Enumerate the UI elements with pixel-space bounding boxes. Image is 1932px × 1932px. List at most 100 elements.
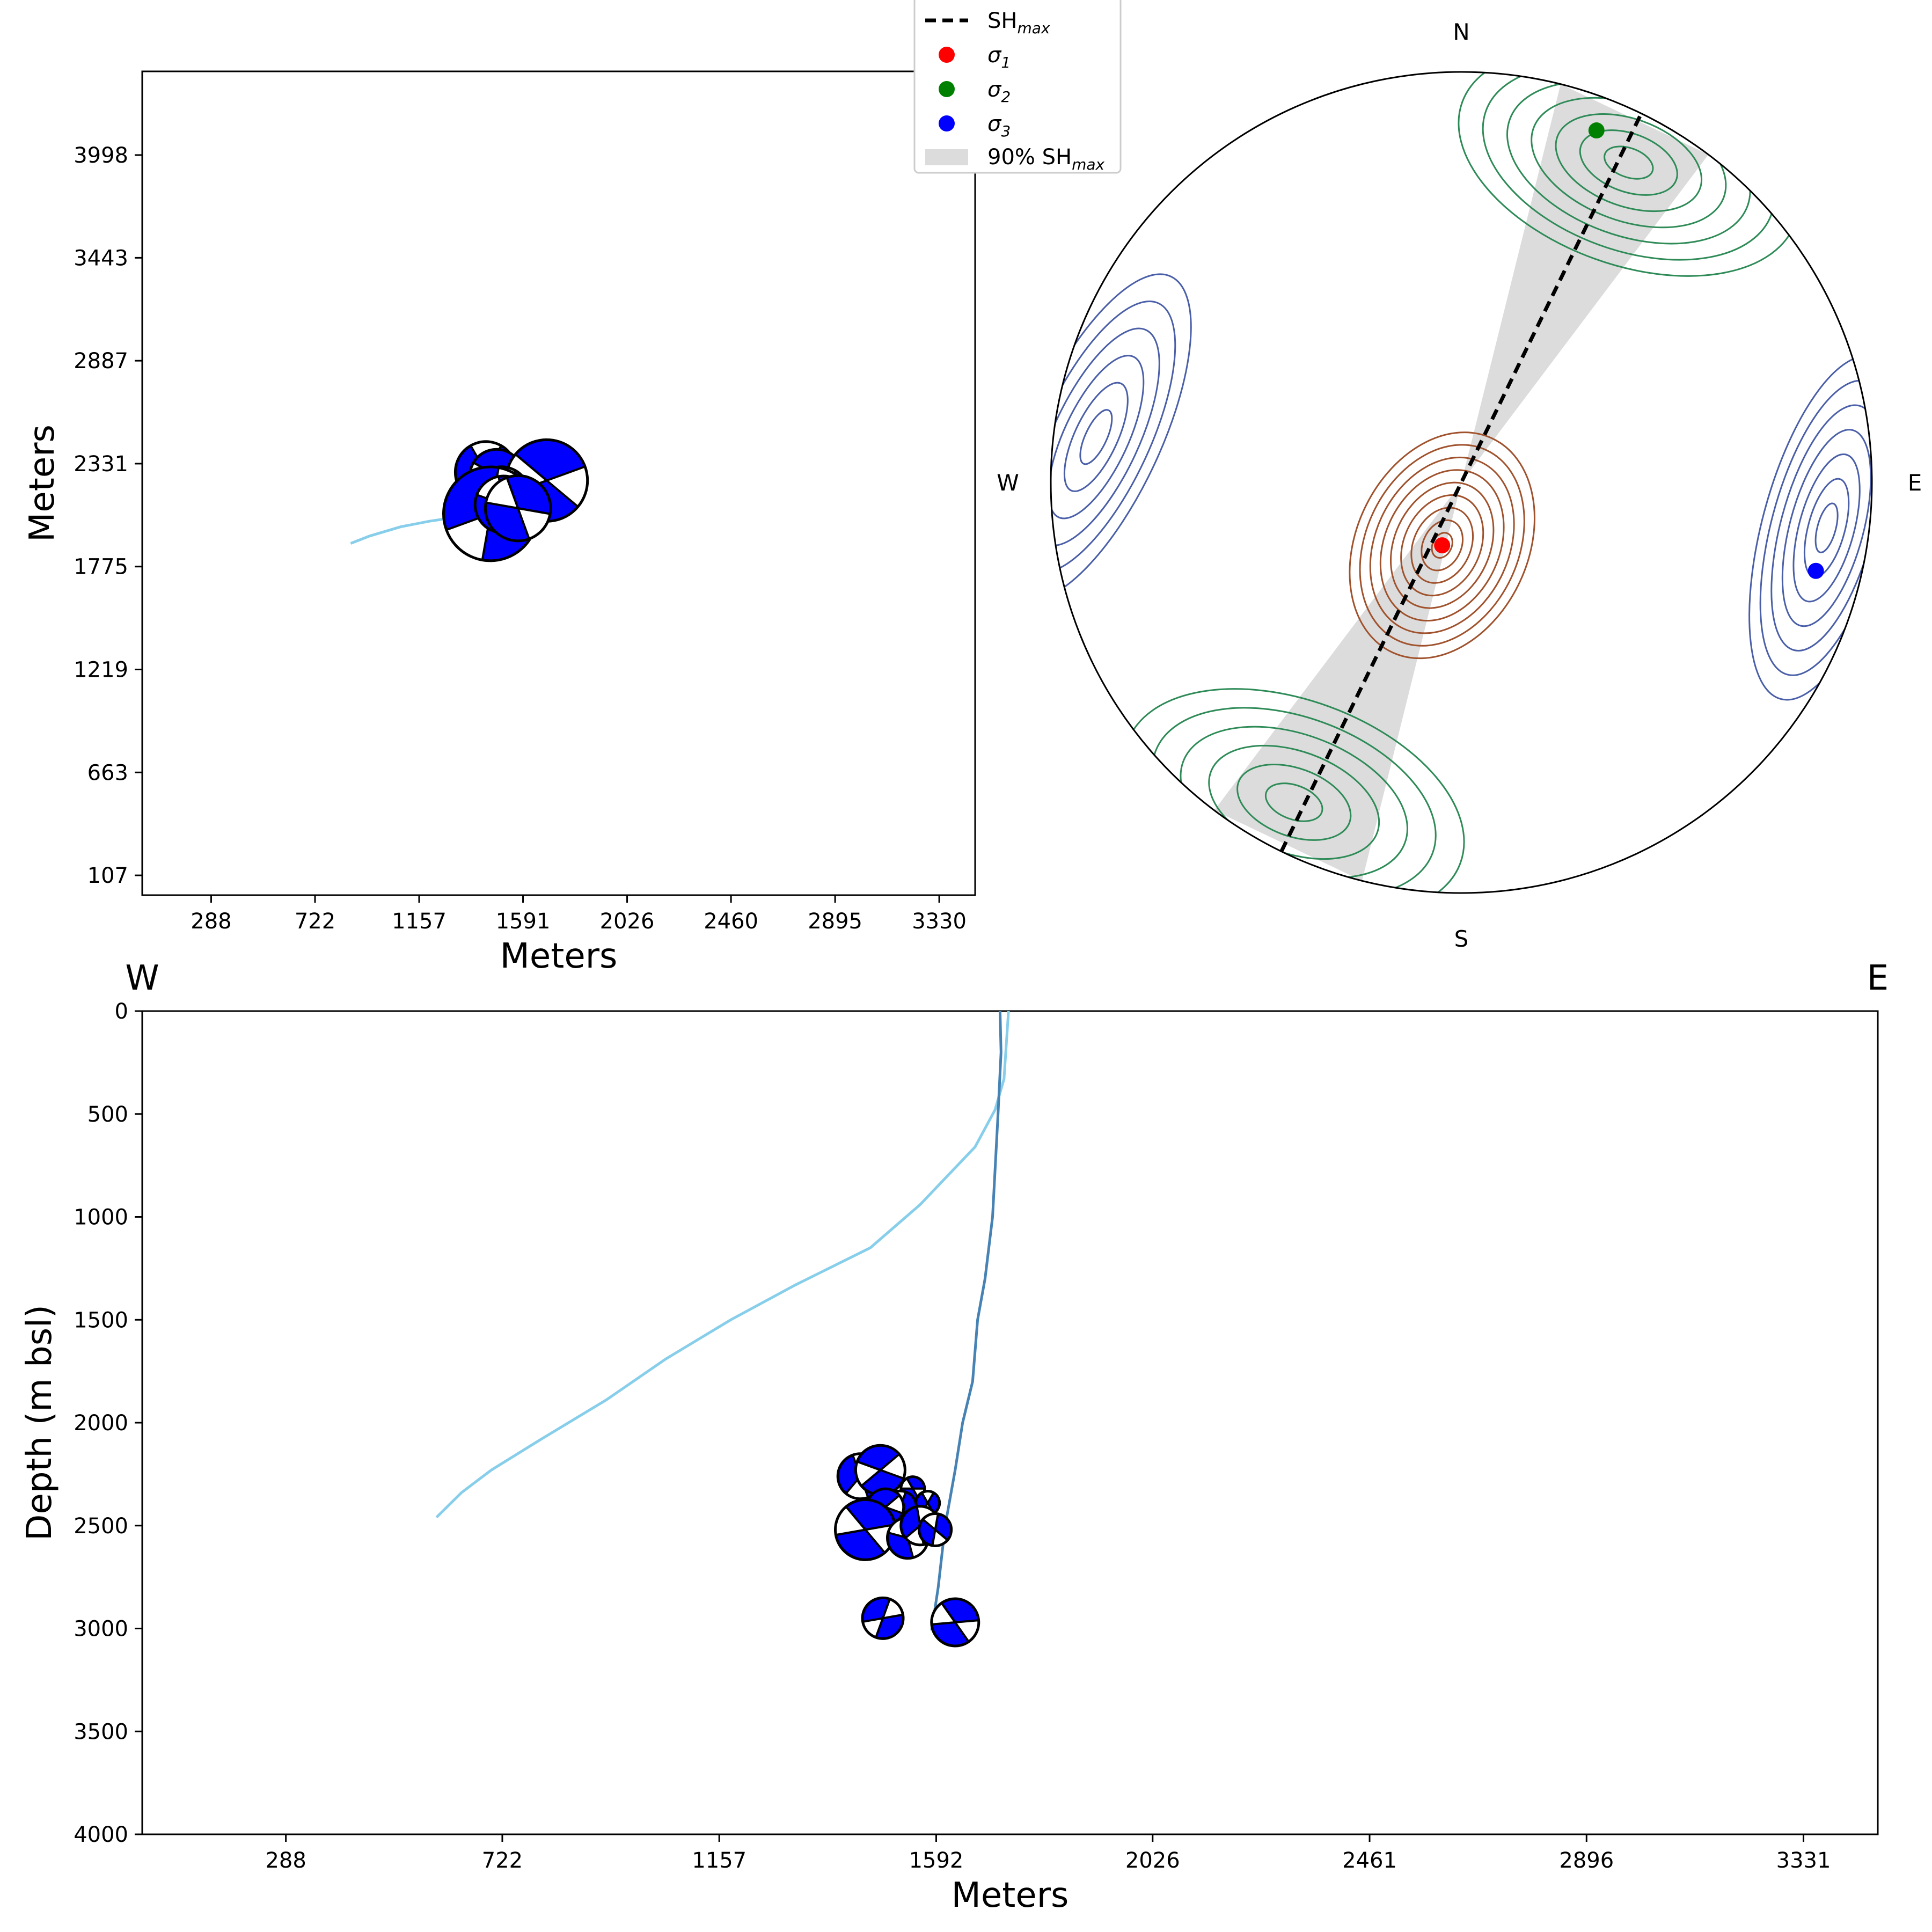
y-axis-label: Meters bbox=[23, 425, 62, 542]
sigma1-contour bbox=[1421, 519, 1464, 572]
y-tick-label: 3500 bbox=[74, 1719, 128, 1744]
y-tick-label: 500 bbox=[87, 1102, 128, 1127]
focal-mechanism bbox=[930, 1597, 980, 1648]
x-axis-label: Meters bbox=[500, 936, 618, 976]
east-label: E bbox=[1867, 958, 1889, 998]
x-tick-label: 2026 bbox=[1125, 1848, 1180, 1873]
sigma1-contour bbox=[1349, 431, 1535, 660]
y-tick-label: 2500 bbox=[74, 1514, 128, 1539]
sigma2-contour bbox=[1236, 764, 1352, 841]
west-label: W bbox=[997, 470, 1019, 496]
legend-s1-label: σ1 bbox=[987, 43, 1011, 71]
legend-frame bbox=[913, 0, 1122, 174]
x-tick-label: 2461 bbox=[1342, 1848, 1397, 1873]
beachball-outline bbox=[930, 1597, 980, 1648]
y-tick-label: 663 bbox=[87, 760, 128, 785]
y-tick-label: 3998 bbox=[74, 143, 128, 168]
nodal-planes bbox=[862, 1598, 903, 1638]
y-tick-label: 107 bbox=[87, 863, 128, 888]
sigma1-contour bbox=[1400, 494, 1484, 597]
y-tick-label: 4000 bbox=[74, 1823, 128, 1847]
x-tick-label: 3330 bbox=[912, 909, 967, 934]
x-tick-label: 288 bbox=[265, 1848, 306, 1873]
sigma3-contour bbox=[1063, 382, 1129, 492]
x-tick-label: 3331 bbox=[1776, 1848, 1831, 1873]
sigma1-contour bbox=[1369, 456, 1515, 634]
focal-mechanism bbox=[834, 1498, 897, 1561]
beachball-outline bbox=[861, 1596, 905, 1640]
x-tick-label: 1157 bbox=[692, 1848, 747, 1873]
sigma3-contour bbox=[1781, 429, 1872, 627]
sigma3-contour bbox=[1792, 453, 1861, 603]
well-trace bbox=[435, 1011, 1010, 1519]
section-axes-frame bbox=[141, 1010, 1879, 1835]
beachball-quadrant bbox=[515, 440, 586, 481]
cross-section-panel: 288 722 1157 1592 2026 2461 2896 3331 0 500 1000 15… bbox=[20, 958, 1889, 1915]
y-tick-label: 1775 bbox=[74, 555, 128, 580]
sigma3-contour bbox=[1079, 409, 1113, 465]
sigma3-contour bbox=[1748, 355, 1872, 701]
y-tick-label: 3000 bbox=[74, 1617, 128, 1642]
focal-mechanism bbox=[861, 1596, 905, 1640]
beachball-outline bbox=[918, 1512, 953, 1547]
legend-band-label: 90% SHmax bbox=[987, 145, 1105, 173]
legend-s3-swatch bbox=[939, 115, 955, 131]
west-label: W bbox=[125, 958, 159, 998]
nodal-planes bbox=[931, 1602, 979, 1643]
y-tick-label: 1219 bbox=[74, 658, 128, 683]
legend-s2-label: σ2 bbox=[987, 77, 1011, 106]
nodal-planes bbox=[857, 1453, 904, 1487]
x-tick-label: 2895 bbox=[808, 909, 862, 934]
sigma3-contour bbox=[1759, 379, 1872, 676]
sigma1-contour bbox=[1379, 469, 1505, 622]
x-tick-label: 288 bbox=[191, 909, 231, 934]
sigma1-contour bbox=[1410, 507, 1474, 584]
sigma1-contour bbox=[1359, 444, 1525, 647]
legend-s2-swatch bbox=[939, 81, 955, 97]
x-tick-label: 1592 bbox=[909, 1848, 964, 1873]
focal-mechanism bbox=[484, 474, 552, 543]
focal-mechanism bbox=[918, 1512, 953, 1547]
sigma1-point bbox=[1434, 537, 1451, 554]
legend-s3-label: σ3 bbox=[987, 112, 1011, 140]
nodal-planes bbox=[901, 1477, 925, 1499]
stereonet-primitive bbox=[1050, 71, 1873, 894]
beachball-quadrant bbox=[846, 1499, 895, 1530]
y-tick-label: 1000 bbox=[74, 1205, 128, 1230]
sigma2-contour bbox=[1264, 782, 1323, 822]
y-axis-label: Depth (m bsl) bbox=[20, 1305, 60, 1541]
focal-mechanism bbox=[854, 1444, 906, 1496]
x-tick-label: 1591 bbox=[496, 909, 551, 934]
east-label: E bbox=[1908, 470, 1922, 496]
sigma2-contour bbox=[1579, 129, 1678, 196]
x-tick-label: 2896 bbox=[1559, 1848, 1614, 1873]
x-tick-label: 1157 bbox=[392, 909, 447, 934]
sigma3-contour bbox=[1814, 502, 1839, 553]
legend-band-swatch bbox=[925, 149, 968, 165]
sigma2-contour bbox=[1604, 145, 1654, 180]
beachball-quadrant bbox=[836, 1529, 885, 1560]
x-tick-label: 722 bbox=[295, 909, 335, 934]
x-tick-label: 2026 bbox=[600, 909, 655, 934]
map-view-panel: 288 722 1157 1591 2026 2460 2895 3330 3998 3443 28… bbox=[23, 70, 976, 976]
north-label: N bbox=[1453, 19, 1469, 45]
legend-shmax-label: SHmax bbox=[987, 9, 1050, 37]
beachball-outline bbox=[834, 1498, 897, 1561]
x-axis-label: Meters bbox=[952, 1876, 1069, 1915]
y-tick-label: 3443 bbox=[74, 246, 128, 270]
beachball-outline bbox=[484, 474, 552, 543]
sigma3-contour bbox=[1803, 478, 1850, 578]
sigma3-contour bbox=[1051, 300, 1176, 574]
sigma3-contour bbox=[1051, 273, 1192, 601]
nodal-planes bbox=[485, 477, 551, 539]
legend: SHmax σ1 σ2 σ3 90% SHmax bbox=[913, 0, 1122, 174]
sigma3-contour bbox=[1770, 404, 1872, 652]
sigma2-point bbox=[1588, 122, 1605, 139]
sigma1-contour bbox=[1389, 481, 1495, 609]
sigma3-contour bbox=[1051, 355, 1145, 519]
nodal-planes bbox=[836, 1506, 895, 1554]
legend-s1-swatch bbox=[939, 47, 955, 63]
shmax-90-band bbox=[1214, 84, 1709, 881]
y-tick-label: 2331 bbox=[74, 452, 128, 477]
